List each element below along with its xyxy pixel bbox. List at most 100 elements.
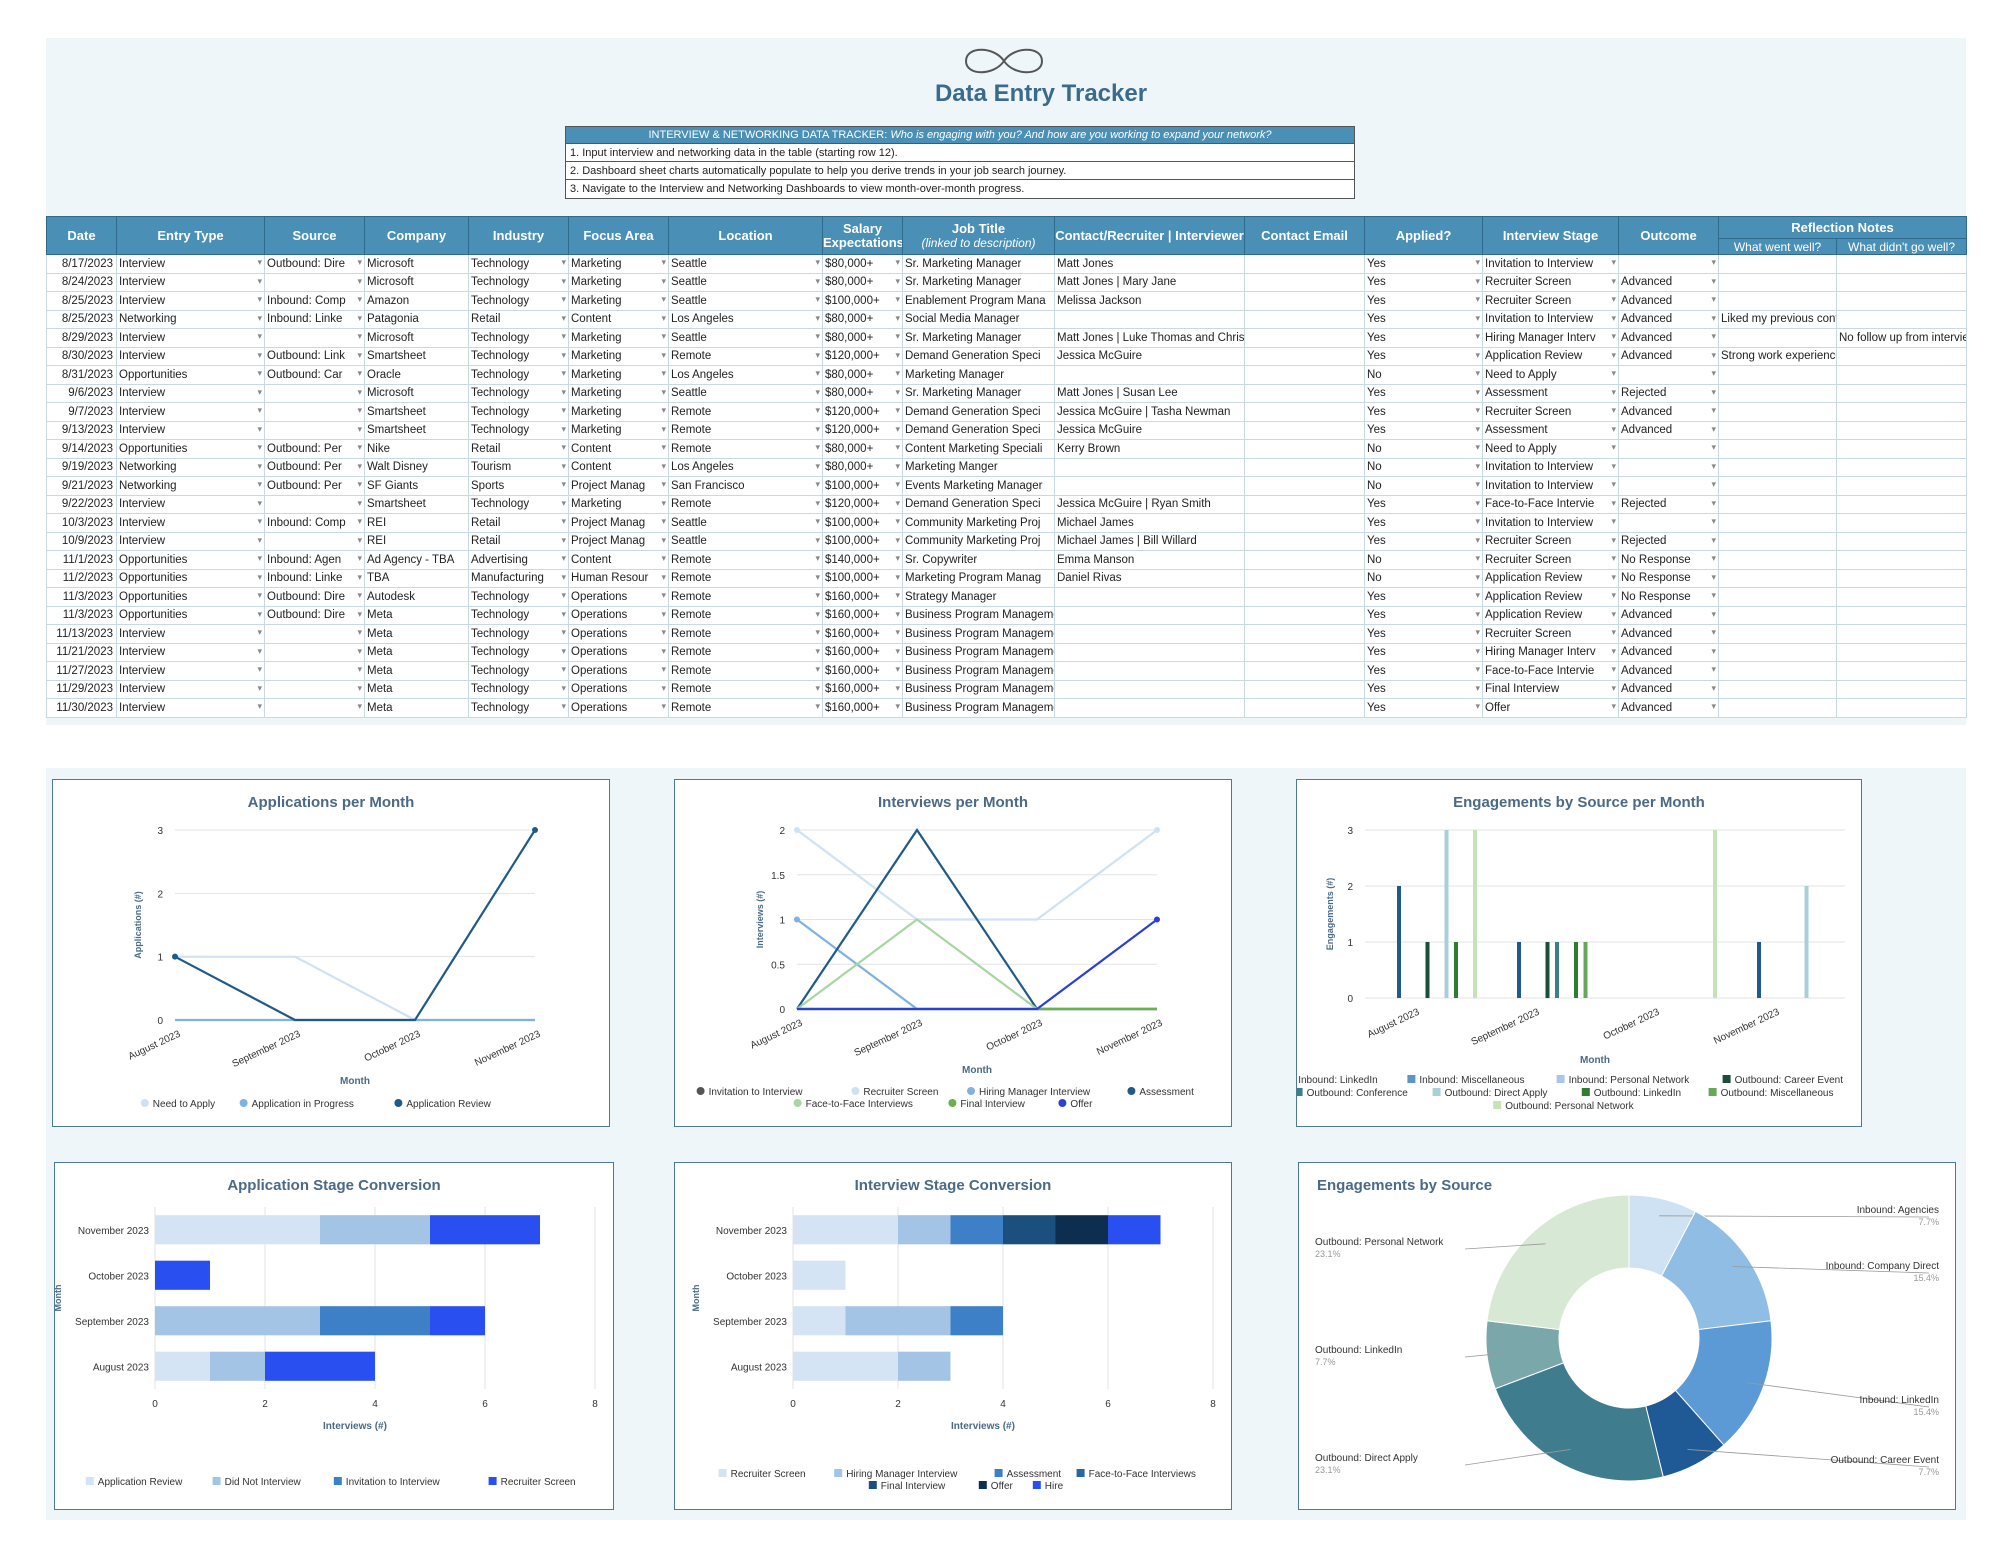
table-cell[interactable]: Yes	[1364, 328, 1483, 348]
table-cell[interactable]: $160,000+	[822, 624, 903, 644]
table-cell[interactable]: Retail	[468, 531, 569, 551]
table-cell[interactable]	[1718, 439, 1837, 459]
table-cell[interactable]: Opportunities	[116, 587, 265, 607]
table-cell[interactable]: No	[1364, 568, 1483, 588]
table-cell[interactable]: $80,000+	[822, 272, 903, 292]
table-cell[interactable]: Remote	[668, 605, 823, 625]
table-cell[interactable]: Strong work experience matches role requ…	[1718, 346, 1837, 366]
table-cell[interactable]: Remote	[668, 679, 823, 699]
table-cell[interactable]: Yes	[1364, 383, 1483, 403]
table-cell[interactable]	[1718, 272, 1837, 292]
table-cell[interactable]: Technology	[468, 272, 569, 292]
table-cell[interactable]	[1835, 476, 1968, 496]
table-cell[interactable]	[264, 420, 365, 440]
table-cell[interactable]: Yes	[1364, 531, 1483, 551]
table-cell[interactable]: Opportunities	[116, 550, 265, 570]
table-cell[interactable]: Application Review	[1482, 568, 1619, 588]
table-cell[interactable]	[1244, 624, 1365, 644]
table-cell[interactable]: Seattle	[668, 531, 823, 551]
table-cell[interactable]	[1054, 605, 1245, 625]
table-cell[interactable]: Strategy Manager	[902, 587, 1055, 607]
table-cell[interactable]: Technology	[468, 402, 569, 422]
table-cell[interactable]	[1718, 550, 1837, 570]
table-cell[interactable]: Yes	[1364, 624, 1483, 644]
table-cell[interactable]: 8/17/2023	[46, 254, 117, 274]
table-cell[interactable]	[1244, 661, 1365, 681]
table-cell[interactable]	[1618, 476, 1719, 496]
table-cell[interactable]: Business Program Management, Technical O…	[902, 698, 1055, 718]
table-cell[interactable]: Ad Agency - TBA	[364, 550, 469, 570]
col-header-entry-type[interactable]: Entry Type	[116, 216, 265, 255]
table-cell[interactable]: $120,000+	[822, 494, 903, 514]
table-cell[interactable]	[1835, 679, 1968, 699]
table-cell[interactable]: Marketing	[568, 291, 669, 311]
table-cell[interactable]	[264, 402, 365, 422]
table-cell[interactable]: Business Program Management, Technical O…	[902, 624, 1055, 644]
table-cell[interactable]: Los Angeles	[668, 365, 823, 385]
table-cell[interactable]: Advanced	[1618, 420, 1719, 440]
table-cell[interactable]: No follow up from intervie	[1835, 328, 1968, 348]
col-header-contact[interactable]: Contact/Recruiter | Interviewer	[1054, 216, 1245, 255]
table-cell[interactable]: Advanced	[1618, 328, 1719, 348]
table-cell[interactable]: Recruiter Screen	[1482, 550, 1619, 570]
table-cell[interactable]: $160,000+	[822, 679, 903, 699]
table-cell[interactable]: Marketing	[568, 365, 669, 385]
table-cell[interactable]: Remote	[668, 587, 823, 607]
col-header-job-title[interactable]: Job Title (linked to description)	[902, 216, 1055, 255]
table-cell[interactable]: Advanced	[1618, 698, 1719, 718]
table-cell[interactable]: Project Manag	[568, 531, 669, 551]
table-cell[interactable]: Project Manag	[568, 513, 669, 533]
table-cell[interactable]: Content	[568, 457, 669, 477]
table-cell[interactable]: 11/27/2023	[46, 661, 117, 681]
table-cell[interactable]: Technology	[468, 624, 569, 644]
table-cell[interactable]: Human Resour	[568, 568, 669, 588]
table-cell[interactable]: 10/3/2023	[46, 513, 117, 533]
table-cell[interactable]	[1718, 457, 1837, 477]
table-cell[interactable]: Recruiter Screen	[1482, 402, 1619, 422]
col-header-salary[interactable]: Salary Expectations	[822, 216, 903, 255]
table-cell[interactable]: Meta	[364, 642, 469, 662]
table-cell[interactable]: Los Angeles	[668, 309, 823, 329]
table-cell[interactable]: Remote	[668, 550, 823, 570]
table-cell[interactable]	[1835, 513, 1968, 533]
table-cell[interactable]: Yes	[1364, 291, 1483, 311]
table-cell[interactable]: Offer	[1482, 698, 1619, 718]
table-cell[interactable]: No	[1364, 457, 1483, 477]
table-cell[interactable]: Daniel Rivas	[1054, 568, 1245, 588]
table-cell[interactable]: Technology	[468, 346, 569, 366]
table-cell[interactable]: Yes	[1364, 254, 1483, 274]
table-cell[interactable]: Microsoft	[364, 383, 469, 403]
table-cell[interactable]: Assessment	[1482, 420, 1619, 440]
table-cell[interactable]	[1054, 698, 1245, 718]
table-cell[interactable]: Marketing Manger	[902, 457, 1055, 477]
table-cell[interactable]	[1244, 550, 1365, 570]
table-cell[interactable]	[264, 624, 365, 644]
table-cell[interactable]	[1835, 642, 1968, 662]
table-cell[interactable]	[264, 698, 365, 718]
col-header-company[interactable]: Company	[364, 216, 469, 255]
table-cell[interactable]: Recruiter Screen	[1482, 624, 1619, 644]
table-cell[interactable]	[1718, 291, 1837, 311]
table-cell[interactable]: Opportunities	[116, 605, 265, 625]
table-cell[interactable]: Microsoft	[364, 254, 469, 274]
table-cell[interactable]	[1244, 291, 1365, 311]
table-cell[interactable]: $120,000+	[822, 402, 903, 422]
table-cell[interactable]	[1835, 254, 1968, 274]
table-cell[interactable]: Jessica McGuire | Ryan Smith	[1054, 494, 1245, 514]
table-cell[interactable]: Advanced	[1618, 291, 1719, 311]
table-cell[interactable]: Jessica McGuire | Tasha Newman	[1054, 402, 1245, 422]
table-cell[interactable]: Interview	[116, 402, 265, 422]
table-cell[interactable]	[1835, 605, 1968, 625]
table-cell[interactable]: Content	[568, 550, 669, 570]
table-cell[interactable]: Invitation to Interview	[1482, 309, 1619, 329]
table-cell[interactable]: Interview	[116, 513, 265, 533]
table-cell[interactable]: Remote	[668, 661, 823, 681]
table-cell[interactable]: Yes	[1364, 494, 1483, 514]
table-cell[interactable]: Technology	[468, 698, 569, 718]
table-cell[interactable]	[1835, 383, 1968, 403]
table-cell[interactable]: Community Marketing Proj	[902, 531, 1055, 551]
table-cell[interactable]: Enablement Program Mana	[902, 291, 1055, 311]
table-cell[interactable]: Nike	[364, 439, 469, 459]
table-cell[interactable]: Opportunities	[116, 568, 265, 588]
table-cell[interactable]: 11/3/2023	[46, 587, 117, 607]
